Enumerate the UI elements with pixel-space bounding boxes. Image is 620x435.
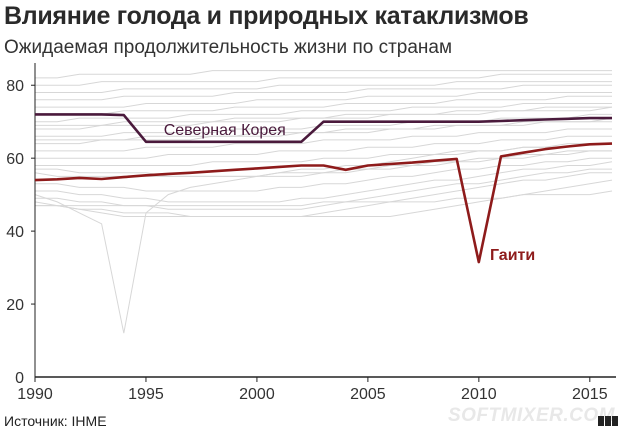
watermark-text: SOFTMIXER.COM	[448, 405, 615, 426]
background-series-line	[35, 103, 612, 123]
background-series-line	[35, 135, 612, 159]
y-tick-label: 0	[15, 370, 24, 387]
y-axis: 0 20 40 60 80	[6, 63, 36, 387]
background-series-line	[35, 157, 612, 192]
background-series-line	[35, 190, 613, 207]
background-series-line	[35, 113, 612, 137]
y-tick-label: 60	[6, 151, 24, 168]
x-axis: 1990 1995 2000 2005 2010 2015	[17, 376, 616, 403]
x-tick-label: 1995	[128, 386, 164, 403]
background-series-line	[35, 92, 612, 108]
background-series-line	[35, 84, 612, 101]
background-series-line	[35, 168, 612, 210]
bbc-logo	[598, 416, 618, 426]
background-series-line	[35, 106, 612, 126]
background-series-line	[35, 70, 612, 79]
highlight-series-line	[34, 142, 613, 264]
x-tick-label: 2000	[239, 386, 275, 403]
y-tick-label: 80	[6, 78, 24, 95]
y-tick-label: 40	[6, 224, 24, 241]
chart-subtitle: Ожидаемая продолжительность жизни по стр…	[4, 37, 453, 58]
x-tick-label: 2015	[572, 386, 608, 403]
background-series-line	[34, 143, 612, 334]
background-series-line	[35, 117, 613, 141]
background-series-line	[35, 143, 612, 166]
x-tick-label: 2010	[461, 386, 497, 403]
highlight-series-line	[35, 113, 612, 144]
north-korea-label: Северная Корея	[164, 122, 286, 139]
background-series-line	[35, 128, 612, 152]
haiti-label: Гаити	[490, 247, 535, 264]
annotation-group: Северная Корея Гаити	[164, 122, 535, 264]
background-series-line	[35, 95, 612, 115]
background-series-line	[35, 150, 612, 177]
y-tick-label: 20	[6, 297, 24, 314]
background-series-line	[35, 81, 612, 93]
background-series-group	[34, 70, 613, 334]
background-series-line	[35, 73, 612, 86]
highlight-series-group	[34, 113, 613, 264]
source-note: Источник: IHME	[4, 413, 107, 429]
x-tick-label: 1990	[17, 386, 53, 403]
life-expectancy-chart: 0 20 40 60 80 1990 1995 2000 2005 2010 2015 Север…	[6, 63, 616, 403]
background-series-line	[35, 172, 612, 217]
chart-title: Влияние голода и природных катаклизмов	[4, 2, 529, 30]
x-tick-label: 2005	[350, 386, 386, 403]
background-series-line	[35, 161, 613, 203]
